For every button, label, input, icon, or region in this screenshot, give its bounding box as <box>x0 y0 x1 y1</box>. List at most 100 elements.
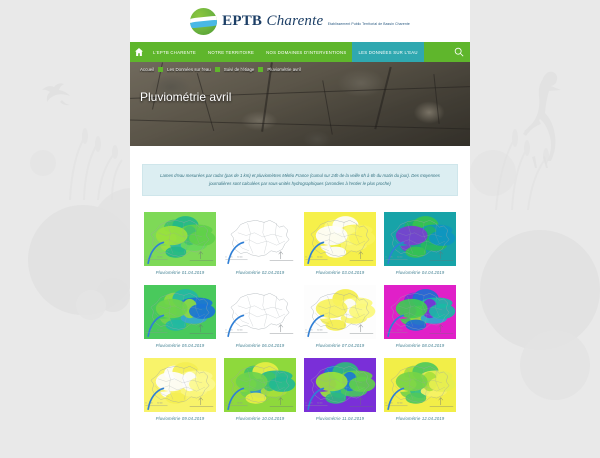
svg-text:0: 0 <box>385 403 387 405</box>
map-cell[interactable]: 0 25 50 km Pluviométrie 09.04.2019 <box>142 357 218 421</box>
svg-text:25: 25 <box>150 330 153 332</box>
map-thumbnail[interactable]: 0 25 50 km <box>382 211 458 266</box>
map-thumbnail[interactable]: 0 25 50 km <box>382 284 458 339</box>
svg-text:50 km: 50 km <box>237 403 243 405</box>
map-cell[interactable]: 0 25 50 km Pluviométrie 07.04.2019 <box>302 284 378 348</box>
hero-banner: Accueil Les Données sur l'eau Suivi de l… <box>130 62 470 146</box>
bg-circle <box>480 230 600 350</box>
svg-text:0: 0 <box>145 257 147 259</box>
breadcrumb-separator-icon <box>158 67 164 72</box>
svg-text:0: 0 <box>385 330 387 332</box>
home-icon[interactable] <box>130 42 147 62</box>
page-title: Pluviométrie avril <box>140 90 232 105</box>
map-caption: Pluviométrie 06.04.2019 <box>235 342 285 348</box>
map-thumbnail[interactable]: 0 25 50 km <box>302 284 378 339</box>
map-cell[interactable]: 0 25 50 km Pluviométrie 02.04.2019 <box>222 211 298 275</box>
breadcrumb-item-current: Pluviométrie avril <box>267 67 301 72</box>
site-header: EPTB Charente Etablissement Public Terri… <box>130 0 470 42</box>
notice-box: Lames d'eau mesurées par radar (pas de 1… <box>142 164 458 196</box>
notice-line-2: jour). Des moyennes journalières sont ca… <box>209 173 440 186</box>
map-caption: Pluviométrie 09.04.2019 <box>155 415 205 421</box>
svg-text:25: 25 <box>230 403 233 405</box>
svg-text:50 km: 50 km <box>397 330 403 332</box>
svg-text:50 km: 50 km <box>157 403 163 405</box>
nav-item-nos-domaines[interactable]: NOS DOMAINES D'INTERVENTIONS <box>266 49 347 55</box>
bg-circle <box>30 150 56 176</box>
notice-line-1: Lames d'eau mesurées par radar (pas de 1… <box>160 173 400 178</box>
map-cell[interactable]: 0 25 50 km Pluviométrie 05.04.2019 <box>142 284 218 348</box>
reeds-icon <box>495 129 549 210</box>
svg-text:50 km: 50 km <box>157 330 163 332</box>
map-caption: Pluviométrie 05.04.2019 <box>155 342 205 348</box>
svg-text:50 km: 50 km <box>397 403 403 405</box>
map-caption: Pluviométrie 01.04.2019 <box>155 269 205 275</box>
map-thumbnail[interactable]: 0 25 50 km <box>142 211 218 266</box>
svg-text:25: 25 <box>310 330 313 332</box>
map-thumbnail[interactable]: 0 25 50 km <box>142 357 218 412</box>
nav-item-donnees-sur-leau[interactable]: LES DONNÉES SUR L'EAU <box>352 42 424 62</box>
main-navigation: L'EPTB CHARENTE NOTRE TERRITOIRE NOS DOM… <box>130 42 470 62</box>
map-thumbnail[interactable]: 0 25 50 km <box>142 284 218 339</box>
map-caption: Pluviométrie 07.04.2019 <box>315 342 365 348</box>
svg-text:50 km: 50 km <box>317 403 323 405</box>
svg-text:25: 25 <box>230 257 233 259</box>
breadcrumb-item-suivi-etiage[interactable]: Suivi de l'étiage <box>223 67 255 72</box>
breadcrumb-item-donnees[interactable]: Les Données sur l'eau <box>167 67 211 72</box>
search-icon[interactable] <box>448 42 470 62</box>
svg-text:25: 25 <box>390 330 393 332</box>
svg-text:0: 0 <box>145 403 147 405</box>
bg-circle <box>76 290 106 320</box>
svg-text:25: 25 <box>150 257 153 259</box>
bird-silhouette-icon <box>42 83 70 106</box>
svg-text:50 km: 50 km <box>317 257 323 259</box>
map-caption: Pluviométrie 08.04.2019 <box>395 342 445 348</box>
site-logo-link[interactable]: EPTB Charente Etablissement Public Terri… <box>190 7 410 35</box>
reeds-icon <box>69 128 123 200</box>
svg-text:50 km: 50 km <box>397 257 403 259</box>
svg-text:50 km: 50 km <box>317 330 323 332</box>
map-cell[interactable]: 0 25 50 km Pluviométrie 03.04.2019 <box>302 211 378 275</box>
breadcrumb: Accueil Les Données sur l'eau Suivi de l… <box>140 67 301 72</box>
svg-text:0: 0 <box>305 257 307 259</box>
map-thumbnail[interactable]: 0 25 50 km <box>222 357 298 412</box>
bg-circle <box>520 330 590 400</box>
map-thumbnail[interactable]: 0 25 50 km <box>382 357 458 412</box>
breadcrumb-separator-icon <box>214 67 220 72</box>
map-cell[interactable]: 0 25 50 km Pluviométrie 11.04.2019 <box>302 357 378 421</box>
nav-item-eptb-charente[interactable]: L'EPTB CHARENTE <box>153 49 197 55</box>
svg-text:25: 25 <box>230 330 233 332</box>
svg-text:50 km: 50 km <box>237 257 243 259</box>
hero-overlay <box>130 62 470 146</box>
map-thumbnail[interactable]: 0 25 50 km <box>302 357 378 412</box>
svg-text:25: 25 <box>310 403 313 405</box>
map-caption: Pluviométrie 10.04.2019 <box>235 415 285 421</box>
svg-text:25: 25 <box>390 403 393 405</box>
map-caption: Pluviométrie 04.04.2019 <box>395 269 445 275</box>
map-thumbnail[interactable]: 0 25 50 km <box>222 284 298 339</box>
map-cell[interactable]: 0 25 50 km Pluviométrie 01.04.2019 <box>142 211 218 275</box>
svg-text:25: 25 <box>390 257 393 259</box>
map-thumbnail[interactable]: 0 25 50 km <box>302 211 378 266</box>
breadcrumb-item-accueil[interactable]: Accueil <box>140 67 155 72</box>
svg-text:25: 25 <box>310 257 313 259</box>
site-logo-text: EPTB Charente Etablissement Public Terri… <box>222 13 410 29</box>
map-cell[interactable]: 0 25 50 km Pluviométrie 06.04.2019 <box>222 284 298 348</box>
svg-text:0: 0 <box>145 330 147 332</box>
nav-item-notre-territoire[interactable]: NOTRE TERRITOIRE <box>208 49 255 55</box>
map-cell[interactable]: 0 25 50 km Pluviométrie 08.04.2019 <box>382 284 458 348</box>
map-gallery: 0 25 50 km Pluviométrie 01.04.2019 0 25 50 k… <box>142 211 458 421</box>
map-caption: Pluviométrie 11.04.2019 <box>315 415 365 421</box>
map-cell[interactable]: 0 25 50 km Pluviométrie 04.04.2019 <box>382 211 458 275</box>
svg-text:0: 0 <box>385 257 387 259</box>
map-thumbnail[interactable]: 0 25 50 km <box>222 211 298 266</box>
map-caption: Pluviométrie 12.04.2019 <box>395 415 445 421</box>
brand-italic: Charente <box>266 13 324 29</box>
svg-text:0: 0 <box>225 330 227 332</box>
svg-text:0: 0 <box>225 403 227 405</box>
map-cell[interactable]: 0 25 50 km Pluviométrie 12.04.2019 <box>382 357 458 421</box>
bg-circle <box>470 150 516 196</box>
brand-bold: EPTB <box>222 13 263 29</box>
brand-subtitle: Etablissement Public Territorial de Bass… <box>327 22 410 26</box>
map-cell[interactable]: 0 25 50 km Pluviométrie 10.04.2019 <box>222 357 298 421</box>
map-caption: Pluviométrie 03.04.2019 <box>315 269 365 275</box>
